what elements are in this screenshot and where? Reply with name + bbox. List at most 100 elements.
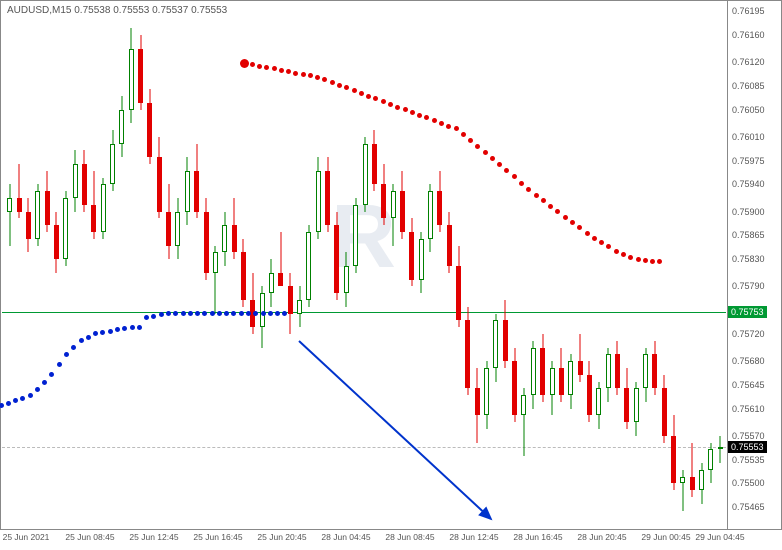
candle[interactable] xyxy=(288,1,293,531)
candle[interactable] xyxy=(334,1,339,531)
y-tick-label: 0.75940 xyxy=(732,179,765,189)
candle[interactable] xyxy=(306,1,311,531)
candle[interactable] xyxy=(63,1,68,531)
sar-dot xyxy=(217,311,222,316)
sar-dot xyxy=(432,118,437,123)
candle[interactable] xyxy=(643,1,648,531)
candle[interactable] xyxy=(708,1,713,531)
candle[interactable] xyxy=(400,1,405,531)
sar-dot xyxy=(130,325,135,330)
candle[interactable] xyxy=(690,1,695,531)
candle[interactable] xyxy=(671,1,676,531)
candle[interactable] xyxy=(428,1,433,531)
candle[interactable] xyxy=(652,1,657,531)
candle[interactable] xyxy=(7,1,12,531)
candle[interactable] xyxy=(559,1,564,531)
candle[interactable] xyxy=(550,1,555,531)
candle[interactable] xyxy=(493,1,498,531)
candle[interactable] xyxy=(578,1,583,531)
candle[interactable] xyxy=(269,1,274,531)
candle[interactable] xyxy=(250,1,255,531)
candle[interactable] xyxy=(110,1,115,531)
candle[interactable] xyxy=(157,1,162,531)
sar-dot xyxy=(570,220,575,225)
candle[interactable] xyxy=(503,1,508,531)
candle[interactable] xyxy=(232,1,237,531)
candle[interactable] xyxy=(278,1,283,531)
candle[interactable] xyxy=(147,1,152,531)
chart-plot-area[interactable]: R AUDUSD,M15 0.75538 0.75553 0.75537 0.7… xyxy=(0,0,728,530)
candle[interactable] xyxy=(484,1,489,531)
sar-dot xyxy=(282,311,287,316)
sar-dot xyxy=(403,107,408,112)
candle[interactable] xyxy=(475,1,480,531)
sar-dot xyxy=(373,96,378,101)
candle[interactable] xyxy=(166,1,171,531)
y-tick-label: 0.75465 xyxy=(732,502,765,512)
sar-dot xyxy=(224,311,229,316)
candle[interactable] xyxy=(662,1,667,531)
sar-dot xyxy=(93,331,98,336)
candle[interactable] xyxy=(363,1,368,531)
candle[interactable] xyxy=(718,1,723,531)
candle[interactable] xyxy=(119,1,124,531)
candle[interactable] xyxy=(138,1,143,531)
candle[interactable] xyxy=(624,1,629,531)
y-tick-label: 0.76050 xyxy=(732,105,765,115)
candle[interactable] xyxy=(419,1,424,531)
y-tick-label: 0.75680 xyxy=(732,356,765,366)
candle[interactable] xyxy=(101,1,106,531)
candle[interactable] xyxy=(409,1,414,531)
candle[interactable] xyxy=(447,1,452,531)
sar-dot xyxy=(454,126,459,131)
candle[interactable] xyxy=(465,1,470,531)
candle[interactable] xyxy=(316,1,321,531)
candle[interactable] xyxy=(521,1,526,531)
candle[interactable] xyxy=(26,1,31,531)
sar-dot xyxy=(534,193,539,198)
candle[interactable] xyxy=(344,1,349,531)
candle[interactable] xyxy=(512,1,517,531)
candle[interactable] xyxy=(204,1,209,531)
candle[interactable] xyxy=(222,1,227,531)
candle[interactable] xyxy=(540,1,545,531)
candle[interactable] xyxy=(531,1,536,531)
candle[interactable] xyxy=(17,1,22,531)
sar-dot xyxy=(563,215,568,220)
candle[interactable] xyxy=(175,1,180,531)
candle[interactable] xyxy=(634,1,639,531)
candle[interactable] xyxy=(54,1,59,531)
candle[interactable] xyxy=(297,1,302,531)
candle[interactable] xyxy=(596,1,601,531)
candle[interactable] xyxy=(568,1,573,531)
price-axis[interactable]: 0.761950.761600.761200.760850.760500.760… xyxy=(728,0,782,530)
candle[interactable] xyxy=(699,1,704,531)
candle[interactable] xyxy=(587,1,592,531)
candle[interactable] xyxy=(372,1,377,531)
candle[interactable] xyxy=(91,1,96,531)
sar-dot xyxy=(122,326,127,331)
candle[interactable] xyxy=(241,1,246,531)
candle[interactable] xyxy=(606,1,611,531)
candle[interactable] xyxy=(73,1,78,531)
candle[interactable] xyxy=(456,1,461,531)
sar-dot xyxy=(643,258,648,263)
candle[interactable] xyxy=(82,1,87,531)
candle[interactable] xyxy=(615,1,620,531)
candle[interactable] xyxy=(194,1,199,531)
candle[interactable] xyxy=(353,1,358,531)
time-axis[interactable]: 25 Jun 202125 Jun 08:4525 Jun 12:4525 Ju… xyxy=(0,530,782,550)
candle[interactable] xyxy=(680,1,685,531)
sar-dot xyxy=(417,113,422,118)
candle[interactable] xyxy=(381,1,386,531)
candle[interactable] xyxy=(35,1,40,531)
candle[interactable] xyxy=(437,1,442,531)
candle[interactable] xyxy=(129,1,134,531)
candle[interactable] xyxy=(45,1,50,531)
candle[interactable] xyxy=(391,1,396,531)
candle[interactable] xyxy=(185,1,190,531)
sar-dot xyxy=(181,311,186,316)
candle[interactable] xyxy=(213,1,218,531)
sar-dot xyxy=(151,314,156,319)
candle[interactable] xyxy=(260,1,265,531)
